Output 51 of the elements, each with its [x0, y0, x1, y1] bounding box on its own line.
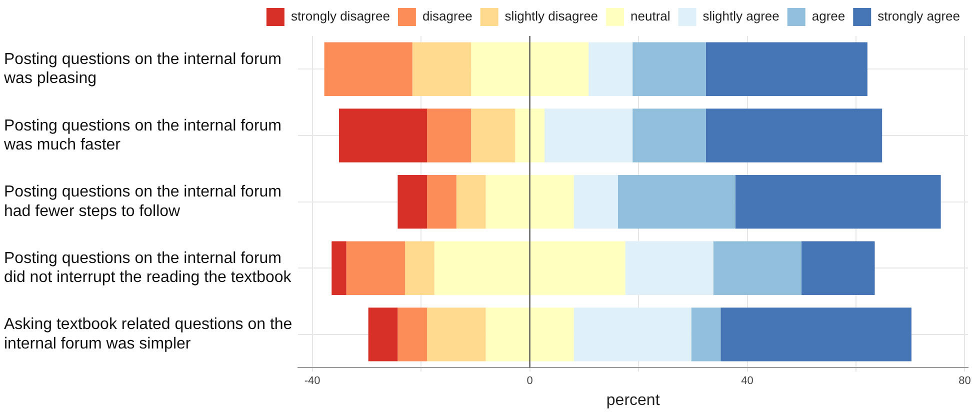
- bar: [720, 308, 912, 362]
- bar: [471, 108, 516, 162]
- bar: [625, 241, 714, 295]
- x-tick-label: -40: [304, 375, 320, 388]
- y-tick-label: Posting questions on the internal forum was much faster: [3, 117, 282, 154]
- bar: [588, 42, 633, 96]
- legend-label: disagree: [422, 8, 472, 24]
- bar: [515, 108, 544, 162]
- bar: [618, 174, 736, 229]
- bar: [346, 241, 406, 295]
- bar: [544, 108, 633, 162]
- bar: [486, 308, 574, 362]
- legend-label: slightly disagree: [504, 8, 598, 24]
- legend-label: strongly agree: [878, 8, 960, 24]
- bar: [691, 308, 721, 362]
- bar: [574, 308, 692, 362]
- y-tick-label: Asking textbook related questions on the internal forum was simpler: [4, 316, 292, 352]
- bar: [368, 308, 398, 362]
- x-tick-label: 0: [526, 375, 533, 388]
- bar: [632, 42, 706, 96]
- bar: [338, 108, 428, 162]
- bar: [427, 308, 486, 362]
- bar: [486, 174, 574, 229]
- x-tick-label: 80: [958, 375, 971, 388]
- bar: [398, 308, 428, 362]
- bar: [412, 42, 472, 96]
- bar: [713, 241, 802, 295]
- legend-label: slightly agree: [702, 8, 780, 24]
- bar: [735, 174, 941, 229]
- legend-label: strongly disagree: [290, 8, 390, 24]
- bar: [801, 241, 875, 295]
- bar: [706, 108, 882, 162]
- bar: [471, 42, 589, 96]
- bar: [332, 241, 346, 295]
- bar: [574, 174, 618, 229]
- legend-label: agree: [812, 8, 846, 24]
- x-tick-label: 40: [741, 375, 754, 388]
- bar: [427, 174, 456, 229]
- bar: [456, 174, 486, 229]
- bar: [405, 241, 434, 295]
- bar: [398, 174, 428, 229]
- y-tick-label: Posting questions on the internal forum had fewer steps to follow: [4, 184, 282, 220]
- bar: [427, 108, 472, 162]
- x-axis-title: percent: [606, 392, 660, 409]
- legend-label: neutral: [630, 8, 670, 24]
- y-tick-label: Posting questions on the internal forum was pleasing: [3, 50, 282, 88]
- bar: [706, 42, 868, 96]
- bar: [434, 241, 626, 295]
- bar: [324, 42, 412, 96]
- bar: [632, 108, 706, 162]
- y-tick-label: Posting questions on the internal forum did not interrupt the reading the textbook: [4, 250, 292, 286]
